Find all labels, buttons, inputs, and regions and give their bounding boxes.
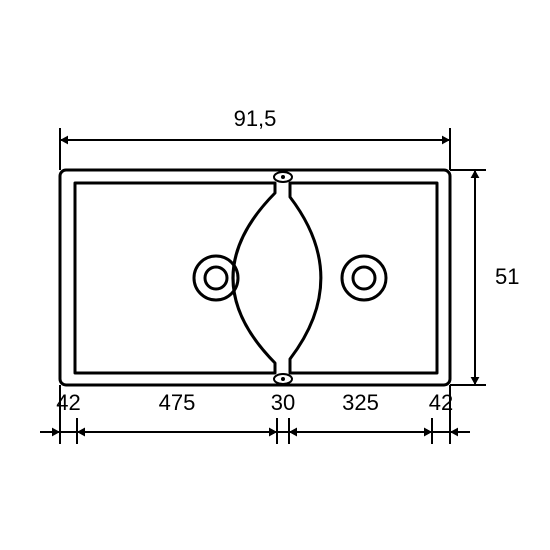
arrowhead: [471, 377, 480, 385]
tap-dot-bottom: [281, 377, 285, 381]
dim-label-bottom-2: 30: [271, 390, 295, 415]
dim-label-height: 51: [495, 264, 519, 289]
arrowhead: [77, 428, 85, 437]
dim-label-bottom-0: 42: [56, 390, 80, 415]
bowl-left: [75, 183, 275, 373]
dim-label-width: 91,5: [234, 106, 277, 131]
drain-right-outer: [342, 256, 386, 300]
arrowhead: [60, 136, 68, 145]
sink-outer: [60, 170, 450, 385]
arrowhead: [471, 170, 480, 178]
arrowhead: [52, 428, 60, 437]
drain-left-outer: [194, 256, 238, 300]
arrowhead: [269, 428, 277, 437]
arrowhead: [450, 428, 458, 437]
drain-right-inner: [353, 267, 375, 289]
dim-label-bottom-4: 42: [429, 390, 453, 415]
bowl-right: [290, 183, 437, 373]
arrowhead: [289, 428, 297, 437]
dim-label-bottom-3: 325: [342, 390, 379, 415]
tap-dot-top: [281, 175, 285, 179]
drain-left-inner: [205, 267, 227, 289]
arrowhead: [442, 136, 450, 145]
dim-label-bottom-1: 475: [159, 390, 196, 415]
arrowhead: [424, 428, 432, 437]
